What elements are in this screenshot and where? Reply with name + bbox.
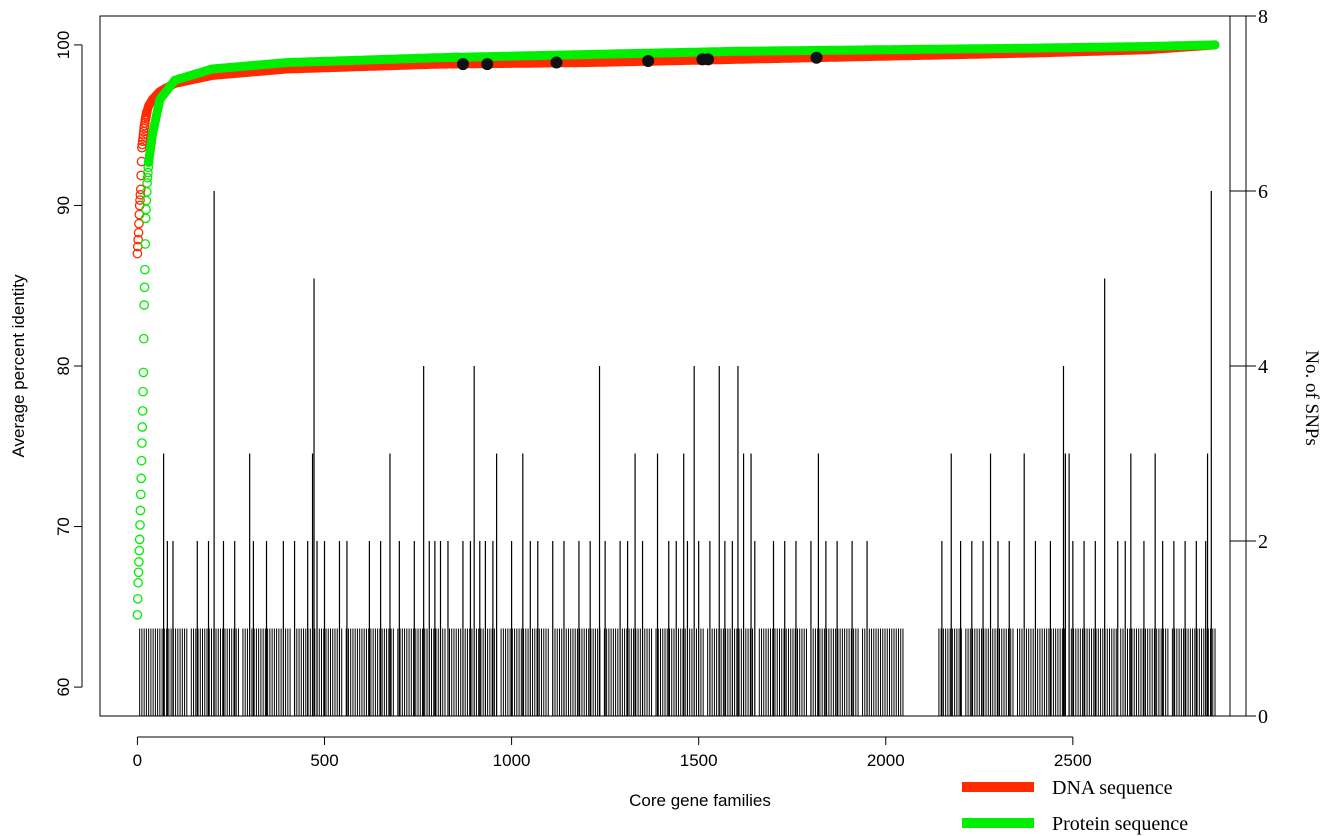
y-axis-right: 0 2 4 6 8 — [1230, 6, 1268, 728]
y-left-tick-label: 80 — [54, 357, 73, 376]
identity-point — [132, 248, 143, 259]
highlight-point — [702, 53, 715, 66]
y-right-tick-label: 4 — [1258, 356, 1268, 378]
identity-point — [132, 610, 143, 620]
identity-point — [133, 227, 144, 238]
identity-point — [137, 139, 148, 150]
identity-point — [135, 195, 145, 205]
y-right-tick-label: 0 — [1258, 706, 1268, 728]
identity-point — [140, 239, 151, 249]
x-tick-label: 1500 — [680, 751, 718, 770]
identity-band — [142, 40, 1220, 117]
identity-point — [135, 520, 145, 530]
x-tick-label: 1000 — [493, 751, 531, 770]
legend-label-protein: Protein sequence — [1052, 813, 1188, 835]
legend-label-dna: DNA sequence — [1052, 777, 1173, 799]
identity-point — [138, 333, 149, 344]
identity-point — [134, 534, 145, 545]
highlight-point — [481, 58, 494, 71]
identity-point — [138, 133, 148, 143]
identity-point — [133, 577, 144, 588]
identity-point — [139, 282, 150, 293]
x-tick-label: 2500 — [1054, 751, 1092, 770]
x-tick-label: 2000 — [867, 751, 905, 770]
identity-point — [142, 172, 153, 183]
identity-point — [134, 545, 145, 556]
highlight-point — [550, 56, 563, 69]
y-right-tick-label: 6 — [1258, 181, 1268, 203]
identity-point — [137, 136, 148, 147]
y-left-tick-label: 70 — [54, 517, 73, 536]
identity-point — [134, 218, 144, 229]
y-axis-left-label: Average percent identity — [9, 274, 28, 458]
x-axis: 0 500 1000 1500 2000 2500 — [133, 736, 1092, 770]
identity-point — [133, 234, 144, 245]
highlight-point — [642, 54, 655, 67]
identity-point — [135, 184, 146, 195]
dna-identity-series — [132, 40, 1220, 259]
y-axis-right-label: No. of SNPs — [1301, 350, 1322, 446]
identity-point — [141, 195, 152, 206]
y-axis-left: 60 70 80 90 100 — [54, 31, 83, 697]
identity-point — [137, 422, 148, 432]
x-axis-label: Core gene families — [629, 791, 771, 810]
y-left-tick-label: 90 — [54, 196, 73, 215]
x-tick-label: 500 — [310, 751, 338, 770]
identity-point — [136, 473, 147, 484]
snp-bars — [139, 191, 1216, 716]
identity-point — [142, 178, 152, 188]
highlight-point — [456, 58, 469, 71]
highlight-points — [456, 51, 823, 71]
identity-point — [137, 438, 147, 448]
identity-point — [140, 213, 151, 224]
highlight-point — [810, 51, 823, 64]
y-right-tick-label: 2 — [1258, 531, 1268, 553]
identity-band — [144, 40, 1220, 167]
identity-point — [143, 167, 153, 178]
y-left-tick-label: 100 — [54, 31, 73, 59]
identity-point — [139, 300, 150, 310]
identity-point — [132, 593, 143, 604]
identity-point — [138, 367, 149, 378]
identity-point — [135, 189, 146, 200]
identity-point — [135, 489, 146, 500]
identity-point — [136, 455, 147, 466]
identity-point — [137, 406, 148, 416]
y-right-tick-label: 8 — [1258, 6, 1268, 28]
identity-point — [140, 264, 150, 275]
identity-point — [133, 567, 144, 578]
y-left-tick-label: 60 — [54, 678, 73, 697]
plot-frame — [99, 15, 1231, 717]
identity-point — [135, 505, 146, 516]
x-tick-label: 0 — [133, 751, 142, 770]
identity-point — [134, 557, 144, 567]
identity-point — [138, 386, 148, 397]
identity-point — [138, 129, 149, 140]
legend: DNA sequence Protein sequence — [962, 777, 1188, 835]
identity-point — [141, 204, 151, 215]
protein-identity-series — [132, 40, 1220, 620]
